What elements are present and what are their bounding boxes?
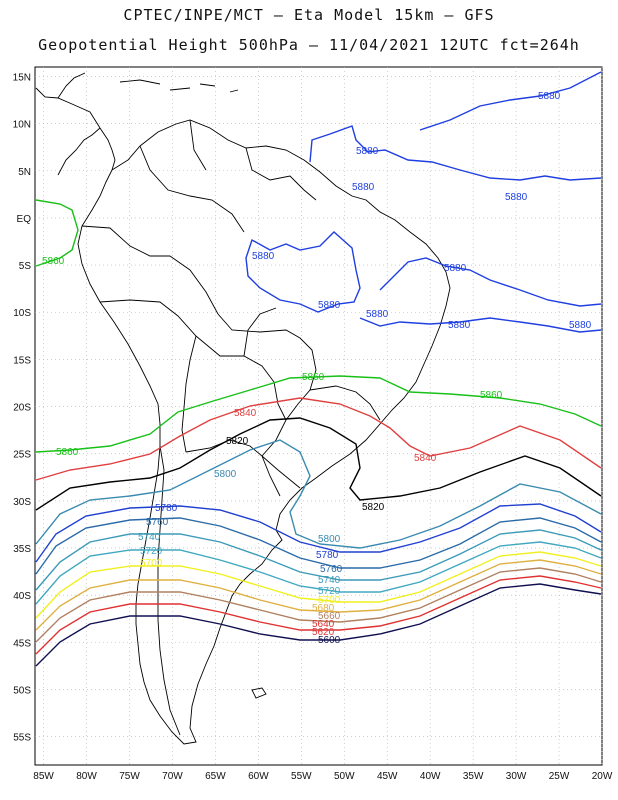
longitude-tick-label: 75W <box>119 771 140 782</box>
central-america-coast <box>35 72 116 176</box>
map-subtitle: Geopotential Height 500hPa – 11/04/2021 … <box>38 36 580 54</box>
contour-5860-main <box>35 375 602 453</box>
contour-5880-brazil <box>359 257 602 333</box>
label-5880: 5880 <box>569 320 592 331</box>
longitude-tick-label: 65W <box>205 771 226 782</box>
latitude-tick-label: 50S <box>13 686 31 697</box>
label-5740: 5740 <box>138 532 161 543</box>
axis-ticks: 15N 10N 5N EQ 5S 10S 15S 20S 25S 30S 35S 40S 45S 50S 5… <box>13 72 613 782</box>
label-5880: 5880 <box>366 309 389 320</box>
label-5680: 5680 <box>312 603 335 614</box>
contour-labels: 5880 5880 5880 5880 5880 5880 5880 5880 … <box>42 91 592 646</box>
label-5820: 5820 <box>226 436 249 447</box>
falkland-islands <box>251 687 267 699</box>
label-5720: 5720 <box>318 586 341 597</box>
label-5640: 5640 <box>312 619 335 630</box>
graticule <box>35 67 603 765</box>
label-5860: 5860 <box>480 390 503 401</box>
caribbean-islands <box>119 79 239 93</box>
contours <box>35 71 602 667</box>
label-5880: 5880 <box>252 251 275 262</box>
latitude-tick-label: 45S <box>13 638 31 649</box>
contour-5760 <box>35 517 602 575</box>
contour-5880-north <box>309 125 602 181</box>
contour-5860-west <box>35 199 79 267</box>
label-5740: 5740 <box>318 575 341 586</box>
longitude-tick-label: 25W <box>549 771 570 782</box>
longitude-tick-label: 40W <box>420 771 441 782</box>
label-5860: 5860 <box>302 372 325 383</box>
contour-5800 <box>35 439 602 549</box>
south-america-coast <box>77 119 451 745</box>
label-5800: 5800 <box>318 534 341 545</box>
label-5720: 5720 <box>140 546 163 557</box>
coastlines <box>35 72 451 745</box>
label-5800: 5800 <box>214 469 237 480</box>
longitude-tick-label: 50W <box>334 771 355 782</box>
label-5780: 5780 <box>155 503 178 514</box>
label-5700: 5700 <box>318 595 341 606</box>
longitude-tick-label: 45W <box>377 771 398 782</box>
contour-5740 <box>35 529 602 591</box>
contour-5820 <box>35 417 602 511</box>
longitude-tick-label: 60W <box>248 771 269 782</box>
label-5880: 5880 <box>538 91 561 102</box>
label-5880: 5880 <box>448 320 471 331</box>
latitude-tick-label: 25S <box>13 450 31 461</box>
country-borders <box>81 119 381 497</box>
latitude-tick-label: 15S <box>13 355 31 366</box>
label-5840: 5840 <box>414 453 437 464</box>
label-5860: 5860 <box>56 447 79 458</box>
label-5880: 5880 <box>356 146 379 157</box>
latitude-tick-label: 10N <box>13 120 31 131</box>
label-5780: 5780 <box>316 550 339 561</box>
latitude-tick-label: 35S <box>13 544 31 555</box>
map-frame <box>34 66 603 766</box>
latitude-tick-label: 40S <box>13 591 31 602</box>
longitude-tick-label: 70W <box>162 771 183 782</box>
contour-5660 <box>35 567 602 643</box>
label-5880: 5880 <box>505 192 528 203</box>
contour-5880-atlantic <box>419 71 602 131</box>
longitude-tick-label: 30W <box>506 771 527 782</box>
label-5600: 5600 <box>318 635 341 646</box>
contour-5700 <box>35 551 602 619</box>
longitude-tick-label: 55W <box>291 771 312 782</box>
contour-5780 <box>35 503 602 563</box>
map-title: CPTEC/INPE/MCT – Eta Model 15km – GFS <box>123 6 495 24</box>
label-5860: 5860 <box>42 256 65 267</box>
label-5760: 5760 <box>146 517 169 528</box>
label-5820: 5820 <box>362 502 385 513</box>
latitude-tick-label: 15N <box>13 72 31 83</box>
label-5760: 5760 <box>320 564 343 575</box>
contour-5680 <box>35 559 602 631</box>
longitude-tick-label: 85W <box>33 771 54 782</box>
latitude-tick-label: 5S <box>19 261 32 272</box>
label-5880: 5880 <box>352 182 375 193</box>
label-5700: 5700 <box>140 558 163 569</box>
label-5880: 5880 <box>444 263 467 274</box>
latitude-tick-label: 10S <box>13 308 31 319</box>
contour-5880-amazon <box>245 231 361 313</box>
contour-5720 <box>35 541 602 605</box>
contour-5620 <box>35 583 602 667</box>
longitude-tick-label: 35W <box>463 771 484 782</box>
label-5620: 5620 <box>312 627 335 638</box>
longitude-tick-label: 80W <box>76 771 97 782</box>
longitude-tick-label: 20W <box>592 771 613 782</box>
contour-5640 <box>35 575 602 655</box>
label-5880: 5880 <box>318 300 341 311</box>
label-5660: 5660 <box>318 611 341 622</box>
latitude-tick-label: EQ <box>17 214 32 225</box>
argentina-chile-border <box>157 445 181 736</box>
latitude-tick-label: 30S <box>13 497 31 508</box>
label-5840: 5840 <box>234 408 257 419</box>
latitude-tick-label: 5N <box>18 167 31 178</box>
latitude-tick-label: 20S <box>13 403 31 414</box>
latitude-tick-label: 55S <box>13 733 31 744</box>
contour-5840 <box>35 397 602 481</box>
